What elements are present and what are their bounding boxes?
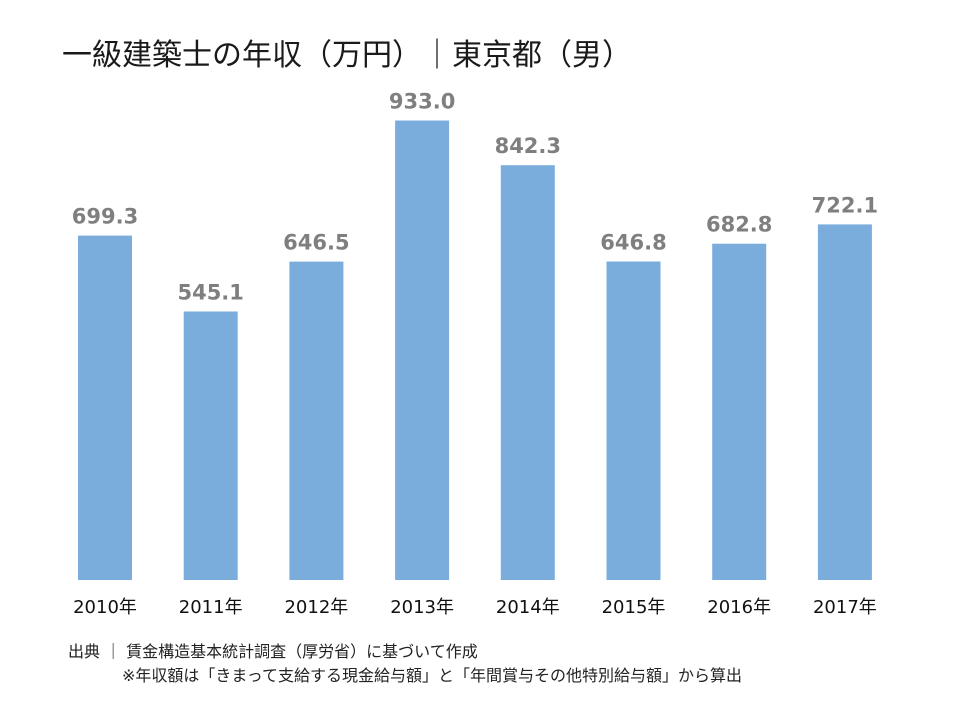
value-label-3: 933.0	[389, 90, 455, 114]
category-label-1: 2011年	[179, 597, 243, 618]
bar-6	[712, 243, 767, 580]
bar-1	[183, 311, 238, 580]
value-label-5: 646.8	[600, 231, 666, 255]
bar-7	[817, 224, 872, 580]
category-labels-group: 2010年 2011年 2012年 2013年 2014年 2015年 2016年 2017年	[73, 597, 877, 618]
note-text: ※年収額は「きまって支給する現金給与額」と「年間賞与その他特別給与額」から算出	[122, 666, 742, 685]
category-label-5: 2015年	[602, 597, 666, 618]
source-text: 出典 ｜ 賃金構造基本統計調査（厚労省）に基づいて作成	[68, 642, 478, 661]
value-label-1: 545.1	[177, 281, 243, 305]
value-label-7: 722.1	[812, 193, 878, 217]
value-label-4: 842.3	[495, 134, 561, 158]
bar-4	[500, 165, 555, 580]
value-label-0: 699.3	[72, 205, 138, 229]
chart-title: 一級建築士の年収（万円）｜東京都（男）	[62, 38, 632, 73]
value-label-6: 682.8	[706, 213, 772, 237]
category-label-7: 2017年	[813, 597, 877, 618]
category-label-2: 2012年	[284, 597, 348, 618]
bar-5	[606, 261, 661, 580]
bar-3	[395, 120, 450, 580]
value-label-2: 646.5	[283, 231, 349, 255]
bar-0	[78, 235, 132, 580]
category-label-4: 2014年	[496, 597, 560, 618]
value-labels-group: 699.3 545.1 646.5 933.0 842.3 646.8 682.8 722.1	[72, 90, 878, 305]
category-label-6: 2016年	[707, 597, 771, 618]
bar-2	[289, 261, 344, 580]
bars-group	[78, 120, 872, 580]
category-label-3: 2013年	[390, 597, 454, 618]
category-label-0: 2010年	[73, 597, 137, 618]
